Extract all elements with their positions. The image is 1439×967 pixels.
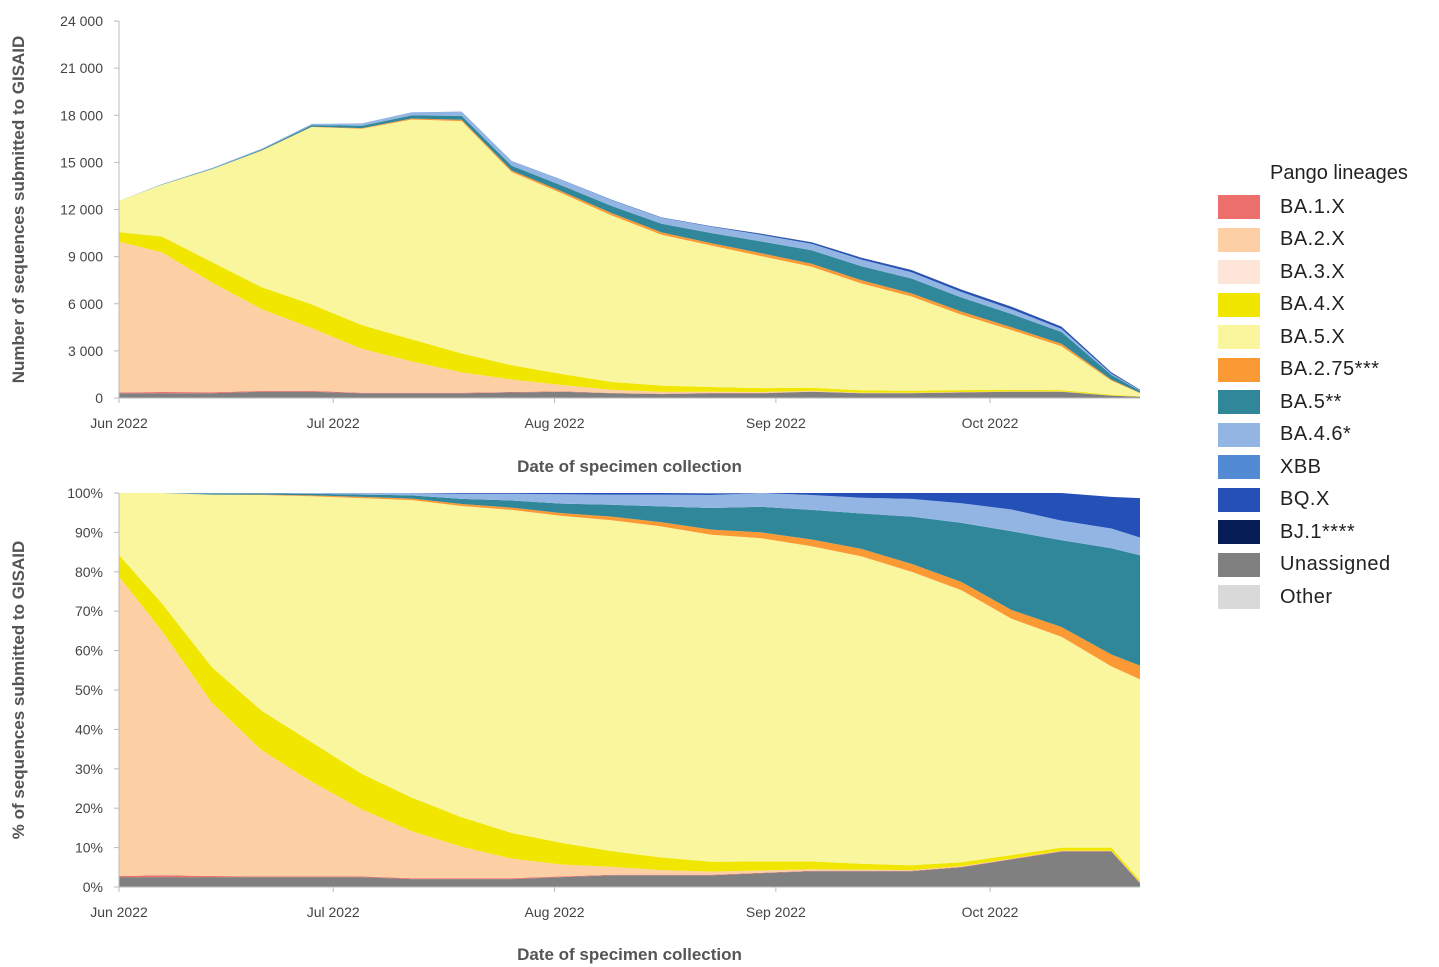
legend-item: Unassigned	[1218, 549, 1408, 582]
y-tick-label: 3 000	[68, 343, 103, 359]
y-axis-title: Number of sequences submitted to GISAID	[9, 36, 28, 384]
area-series-unassigned	[119, 391, 1140, 398]
x-tick-label: Jul 2022	[307, 415, 360, 431]
y-tick-label: 15 000	[60, 154, 103, 170]
x-tick-label: Oct 2022	[962, 904, 1019, 920]
legend-swatch	[1218, 292, 1260, 317]
area-series-ba-4-6	[119, 493, 1140, 556]
y-axis-title: % of sequences submitted to GISAID	[9, 541, 28, 840]
legend-label: BA.5.X	[1280, 325, 1346, 348]
legend-item: BA.3.X	[1218, 256, 1408, 289]
legend-swatch	[1218, 390, 1260, 415]
legend-item: BA.5**	[1218, 386, 1408, 419]
legend-item: XBB	[1218, 451, 1408, 484]
x-tick-label: Jul 2022	[307, 904, 360, 920]
legend-item: BA.4.X	[1218, 289, 1408, 322]
x-tick-label: Aug 2022	[525, 415, 585, 431]
area-series-ba-2-x	[119, 576, 1140, 883]
y-tick-label: 6 000	[68, 296, 103, 312]
legend-item: Other	[1218, 581, 1408, 614]
y-tick-label: 50%	[75, 682, 103, 698]
y-tick-label: 30%	[75, 761, 103, 777]
legend-item: BA.4.6*	[1218, 419, 1408, 452]
legend-label: Unassigned	[1280, 553, 1391, 576]
y-tick-label: 24 000	[60, 13, 103, 29]
x-tick-label: Aug 2022	[525, 904, 585, 920]
x-tick-label: Sep 2022	[746, 415, 806, 431]
legend-swatch	[1218, 422, 1260, 447]
chart-absolute-counts: 0 3 000 6 000 9 000 12 000 15 000 18 000 21 000…	[9, 13, 1140, 476]
legend-label: BA.2.X	[1280, 228, 1346, 251]
y-tick-label: 80%	[75, 564, 103, 580]
y-tick-label: 12 000	[60, 202, 103, 218]
legend-swatch	[1218, 325, 1260, 350]
area-series-ba-5-x	[119, 119, 1140, 397]
chart-percentage: 0% 10% 20% 30% 40% 50% 60% 70% 80% 90% 100% Jun 202…	[9, 485, 1140, 964]
y-tick-label: 40%	[75, 721, 103, 737]
area-series-ba-4-x	[119, 554, 1140, 883]
x-axis-title: Date of specimen collection	[517, 457, 742, 476]
y-tick-label: 9 000	[68, 249, 103, 265]
y-tick-label: 20%	[75, 800, 103, 816]
legend-item: BA.5.X	[1218, 321, 1408, 354]
y-tick-label: 10%	[75, 840, 103, 856]
area-series-ba-2-x	[119, 241, 1140, 397]
legend-swatch	[1218, 455, 1260, 480]
x-tick-label: Sep 2022	[746, 904, 806, 920]
area-series-bq-x	[119, 493, 1140, 538]
y-tick-label: 100%	[67, 485, 103, 501]
x-axis-title: Date of specimen collection	[517, 945, 742, 964]
legend-swatch	[1218, 585, 1260, 610]
y-tick-label: 0%	[83, 879, 103, 895]
y-tick-label: 70%	[75, 603, 103, 619]
y-tick-label: 0	[95, 390, 103, 406]
area-series-ba-4-x	[119, 232, 1140, 397]
area-series-ba-5-x	[119, 493, 1140, 881]
legend-label: BQ.X	[1280, 488, 1330, 511]
legend-item: BJ.1****	[1218, 516, 1408, 549]
legend-item: BA.2.75***	[1218, 354, 1408, 387]
legend-item: BA.1.X	[1218, 191, 1408, 224]
legend-swatch	[1218, 520, 1260, 545]
legend-title: Pango lineages	[1270, 162, 1408, 184]
legend-label: BA.3.X	[1280, 260, 1346, 283]
legend-swatch	[1218, 357, 1260, 382]
legend-swatch	[1218, 260, 1260, 285]
legend-item: BA.2.X	[1218, 224, 1408, 257]
legend-label: BA.5**	[1280, 390, 1342, 413]
x-tick-label: Jun 2022	[90, 415, 148, 431]
legend-swatch	[1218, 487, 1260, 512]
y-tick-label: 21 000	[60, 60, 103, 76]
legend-label: BA.2.75***	[1280, 358, 1380, 381]
legend-label: BA.4.X	[1280, 293, 1346, 316]
y-tick-label: 60%	[75, 643, 103, 659]
legend-swatch	[1218, 552, 1260, 577]
area-series-unassigned	[119, 851, 1140, 887]
legend-label: XBB	[1280, 455, 1322, 478]
area-series-ba-5	[119, 493, 1140, 666]
legend-label: BA.4.6*	[1280, 423, 1352, 446]
legend-swatch	[1218, 227, 1260, 252]
y-tick-label: 18 000	[60, 107, 103, 123]
legend-label: Other	[1280, 585, 1333, 608]
legend-item: BQ.X	[1218, 484, 1408, 517]
legend-swatch	[1218, 195, 1260, 220]
legend: Pango lineages BA.1.X BA.2.X BA.3.X BA.4.X B…	[1218, 162, 1408, 614]
x-tick-label: Jun 2022	[90, 904, 148, 920]
legend-label: BA.1.X	[1280, 195, 1346, 218]
x-tick-label: Oct 2022	[962, 415, 1019, 431]
legend-label: BJ.1****	[1280, 520, 1356, 543]
y-tick-label: 90%	[75, 524, 103, 540]
legend-items: BA.1.X BA.2.X BA.3.X BA.4.X BA.5.X BA.2.75***…	[1218, 191, 1408, 614]
